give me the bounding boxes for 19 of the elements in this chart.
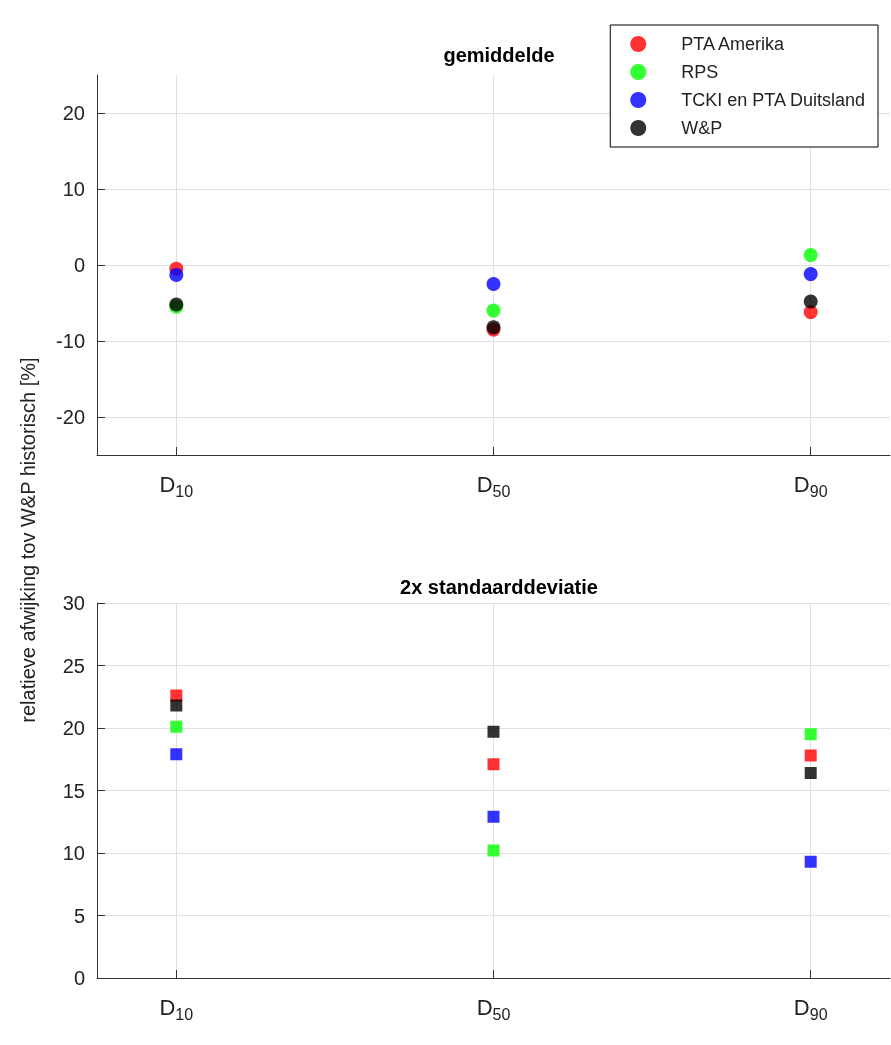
legend-label: W&P xyxy=(681,118,723,138)
y-tick-label: -20 xyxy=(56,406,85,428)
y-tick-label: -10 xyxy=(56,330,85,352)
chart-title: gemiddelde xyxy=(443,44,555,66)
legend-label: RPS xyxy=(681,62,719,82)
y-axis-title: relatieve afwijking tov W&P historisch [%] xyxy=(16,357,40,723)
y-tick-label: 15 xyxy=(62,779,85,802)
y-tick-label: 0 xyxy=(73,254,85,276)
y-tick-label: 5 xyxy=(73,904,85,927)
y-tick-label: 30 xyxy=(62,592,85,614)
chart-title: 2x standaarddeviatie xyxy=(400,576,598,598)
y-tick-label: 0 xyxy=(73,967,85,989)
y-tick-label: 10 xyxy=(62,842,85,864)
y-tick-label: 20 xyxy=(62,717,85,739)
legend-label: TCKI en PTA Duitsland xyxy=(681,90,866,110)
y-tick-label: 25 xyxy=(62,654,85,677)
y-tick-label: 10 xyxy=(62,178,85,200)
y-tick-label: 20 xyxy=(62,102,85,124)
legend-label: PTA Amerika xyxy=(681,34,785,54)
